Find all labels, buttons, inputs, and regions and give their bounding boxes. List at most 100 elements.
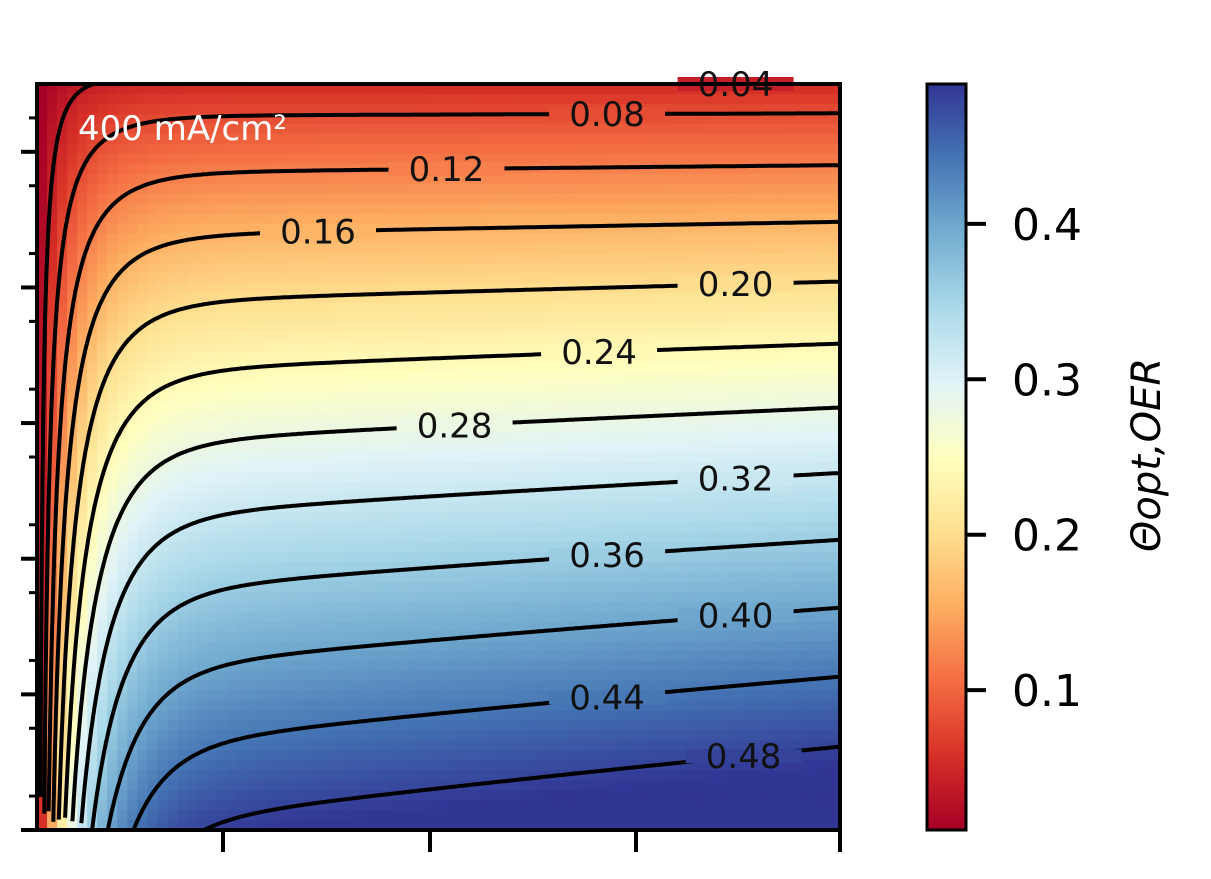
heatmap-cell xyxy=(548,471,560,483)
heatmap-cell xyxy=(378,213,389,224)
heatmap-cell xyxy=(107,372,118,383)
heatmap-cell xyxy=(568,382,580,393)
heatmap-cell xyxy=(799,272,811,284)
heatmap-cell xyxy=(117,601,128,612)
heatmap-cell xyxy=(97,631,108,642)
heatmap-cell xyxy=(749,461,761,473)
heatmap-cell xyxy=(267,392,279,403)
heatmap-cell xyxy=(207,332,219,344)
heatmap-cell xyxy=(287,481,299,493)
heatmap-cell xyxy=(579,511,590,523)
heatmap-cell xyxy=(829,272,840,284)
heatmap-cell xyxy=(809,422,821,433)
heatmap-cell xyxy=(558,422,570,433)
heatmap-cell xyxy=(398,561,409,572)
heatmap-cell xyxy=(398,183,409,195)
heatmap-cell xyxy=(368,123,379,135)
heatmap-cell xyxy=(127,93,138,105)
heatmap-cell xyxy=(388,571,399,582)
heatmap-cell xyxy=(368,461,379,473)
heatmap-cell xyxy=(308,213,319,224)
heatmap-cell xyxy=(769,481,781,493)
heatmap-cell xyxy=(398,272,409,284)
heatmap-cell xyxy=(558,601,570,612)
heatmap-cell xyxy=(157,282,169,294)
heatmap-cell xyxy=(418,551,430,563)
heatmap-cell xyxy=(538,193,550,204)
heatmap-cell xyxy=(689,143,701,155)
heatmap-cell xyxy=(378,461,389,473)
heatmap-cell xyxy=(428,581,440,592)
heatmap-cell xyxy=(287,113,299,125)
heatmap-cell xyxy=(789,571,801,582)
heatmap-cell xyxy=(127,312,138,324)
heatmap-cell xyxy=(568,461,580,473)
heatmap-cell xyxy=(277,621,289,632)
heatmap-cell xyxy=(277,332,289,344)
heatmap-cell xyxy=(528,312,540,324)
heatmap-cell xyxy=(789,382,801,393)
heatmap-cell xyxy=(47,143,58,155)
heatmap-cell xyxy=(97,641,108,652)
heatmap-cell xyxy=(388,173,399,185)
heatmap-cell xyxy=(297,213,309,224)
heatmap-cell xyxy=(368,621,379,632)
heatmap-cell xyxy=(328,521,339,533)
heatmap-cell xyxy=(488,103,500,115)
heatmap-cell xyxy=(488,84,500,95)
heatmap-cell xyxy=(799,93,811,105)
heatmap-cell xyxy=(308,113,319,125)
heatmap-cell xyxy=(468,442,480,453)
heatmap-cell xyxy=(729,243,741,254)
heatmap-cell xyxy=(177,481,189,493)
heatmap-cell xyxy=(829,611,840,622)
heatmap-cell xyxy=(809,481,821,493)
heatmap-cell xyxy=(589,680,600,692)
heatmap-cell xyxy=(829,173,840,185)
heatmap-cell xyxy=(819,322,831,334)
heatmap-cell xyxy=(127,621,138,632)
heatmap-cell xyxy=(368,213,379,224)
heatmap-cell xyxy=(318,631,329,642)
heatmap-cell xyxy=(458,591,470,602)
heatmap-cell xyxy=(227,173,239,185)
heatmap-cell xyxy=(348,84,359,95)
heatmap-cell xyxy=(468,183,480,195)
heatmap-cell xyxy=(418,571,430,582)
heatmap-cell xyxy=(599,611,610,622)
heatmap-cell xyxy=(669,123,680,135)
heatmap-cell xyxy=(518,253,530,264)
heatmap-cell xyxy=(468,621,480,632)
heatmap-cell xyxy=(97,511,108,523)
heatmap-cell xyxy=(408,103,420,115)
heatmap-cell xyxy=(77,203,88,214)
heatmap-cell xyxy=(518,292,530,304)
heatmap-cell xyxy=(418,541,430,553)
heatmap-cell xyxy=(117,372,128,383)
heatmap-cell xyxy=(619,461,630,473)
heatmap-cell xyxy=(137,213,149,224)
heatmap-cell xyxy=(518,690,530,702)
heatmap-cell xyxy=(488,432,500,443)
heatmap-cell xyxy=(589,631,600,642)
heatmap-cell xyxy=(769,123,781,135)
heatmap-cell xyxy=(729,352,741,364)
heatmap-cell xyxy=(338,123,349,135)
heatmap-cell xyxy=(87,690,98,702)
heatmap-cell xyxy=(589,153,600,165)
heatmap-cell xyxy=(147,660,159,672)
heatmap-cell xyxy=(147,382,159,393)
heatmap-cell xyxy=(237,84,249,95)
heatmap-cell xyxy=(97,571,108,582)
heatmap-cell xyxy=(97,422,108,433)
heatmap-cell xyxy=(719,432,731,443)
heatmap-cell xyxy=(37,93,48,105)
heatmap-cell xyxy=(187,461,199,473)
heatmap-cell xyxy=(338,571,349,582)
heatmap-cell xyxy=(157,571,169,582)
heatmap-cell xyxy=(538,173,550,185)
heatmap-cell xyxy=(819,491,831,503)
heatmap-cell xyxy=(619,521,630,533)
heatmap-cell xyxy=(418,461,430,473)
heatmap-cell xyxy=(368,660,379,672)
